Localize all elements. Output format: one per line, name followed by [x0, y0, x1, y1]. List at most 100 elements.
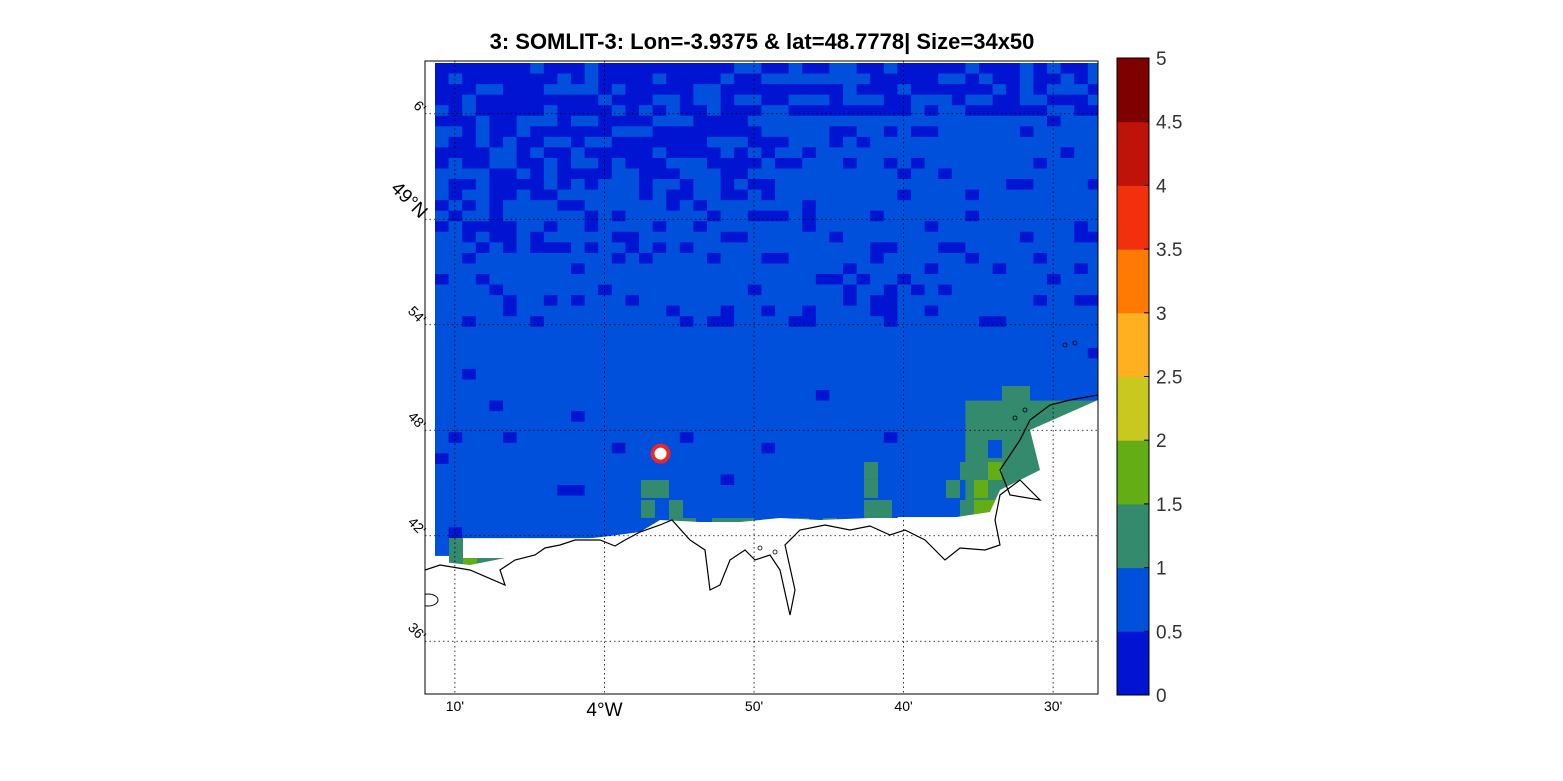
grid-cell [598, 347, 613, 359]
grid-cell [843, 284, 857, 296]
grid-cell [693, 295, 708, 307]
grid-cell [979, 105, 993, 117]
grid-cell [911, 390, 925, 401]
grid-cell [1006, 347, 1021, 359]
grid-cell [611, 284, 626, 296]
grid-cell [843, 368, 857, 380]
grid-cell [843, 84, 857, 96]
grid-cell [557, 506, 572, 518]
grid-cell [489, 179, 504, 190]
grid-cell [870, 274, 885, 285]
grid-cell [815, 495, 830, 507]
grid-cell [611, 316, 626, 328]
grid-cell [829, 432, 844, 444]
grid-cell [611, 474, 626, 486]
grid-cell [951, 157, 966, 169]
grid-cell [1087, 242, 1098, 254]
grid-cell [1047, 63, 1061, 74]
grid-cell [747, 221, 762, 233]
grid-cell [1074, 200, 1089, 212]
grid-cell [543, 474, 558, 486]
grid-cell [571, 200, 585, 212]
grid-cell [815, 157, 830, 169]
grid-cell [639, 516, 653, 528]
grid-cell [965, 210, 980, 222]
grid-cell [679, 105, 694, 117]
grid-cell [543, 136, 558, 148]
grid-cell [911, 284, 925, 296]
grid-cell [679, 221, 694, 233]
grid-cell [1033, 179, 1048, 190]
grid-cell [883, 390, 898, 401]
grid-cell [530, 115, 545, 127]
grid-cell [815, 84, 830, 96]
grid-cell [489, 168, 504, 180]
grid-cell [979, 326, 993, 338]
grid-cell [1006, 94, 1021, 106]
grid-cell [1060, 189, 1075, 201]
grid-cell [448, 221, 463, 233]
grid-cell [1006, 221, 1021, 233]
grid-cell [788, 432, 803, 444]
grid-cell [992, 221, 1007, 233]
grid-cell [883, 326, 898, 338]
grid-cell [435, 221, 449, 233]
grid-cell [938, 242, 953, 254]
grid-cell [1019, 453, 1034, 465]
grid-cell [1047, 274, 1061, 285]
grid-cell [979, 284, 993, 296]
colorbar-tick-label: 3 [1156, 304, 1167, 325]
grid-cell [639, 379, 653, 391]
grid-cell [666, 189, 681, 201]
grid-cell [829, 316, 844, 328]
grid-cell [598, 242, 613, 254]
grid-cell [761, 84, 776, 96]
grid-cell [679, 84, 694, 96]
grid-cell [1047, 390, 1061, 401]
coastal-cell [655, 500, 669, 518]
grid-cell [938, 442, 953, 454]
grid-cell [1033, 73, 1048, 85]
grid-cell [448, 368, 463, 380]
grid-cell [530, 295, 545, 307]
grid-cell [951, 147, 966, 159]
grid-cell [611, 242, 626, 254]
grid-cell [1060, 337, 1075, 349]
grid-cell [584, 379, 599, 391]
grid-cell [965, 147, 980, 159]
grid-cell [734, 157, 749, 169]
grid-cell [1074, 252, 1089, 264]
grid-cell [571, 189, 585, 201]
grid-cell [856, 179, 871, 190]
grid-cell [707, 326, 721, 338]
grid-cell [815, 358, 830, 370]
grid-cell [571, 242, 585, 254]
grid-cell [679, 347, 694, 359]
grid-cell [775, 432, 789, 444]
grid-cell [815, 326, 830, 338]
grid-cell [598, 63, 613, 74]
grid-cell [720, 94, 735, 106]
grid-cell [992, 200, 1007, 212]
grid-cell [992, 274, 1007, 285]
grid-cell [543, 189, 558, 201]
grid-cell [1060, 284, 1075, 296]
grid-cell [979, 242, 993, 254]
grid-cell [693, 221, 708, 233]
grid-cell [1074, 390, 1089, 401]
grid-cell [1033, 284, 1048, 296]
grid-cell [489, 147, 504, 159]
grid-cell [516, 242, 531, 254]
grid-cell [951, 379, 966, 391]
grid-cell [720, 485, 735, 496]
grid-cell [666, 242, 681, 254]
grid-cell [802, 358, 817, 370]
grid-cell [761, 179, 776, 190]
grid-cell [1006, 274, 1021, 285]
grid-cell [965, 189, 980, 201]
grid-cell [924, 400, 939, 412]
grid-cell [503, 221, 517, 233]
grid-cell [598, 368, 613, 380]
grid-cell [911, 337, 925, 349]
colorbar-segment [1117, 503, 1149, 569]
